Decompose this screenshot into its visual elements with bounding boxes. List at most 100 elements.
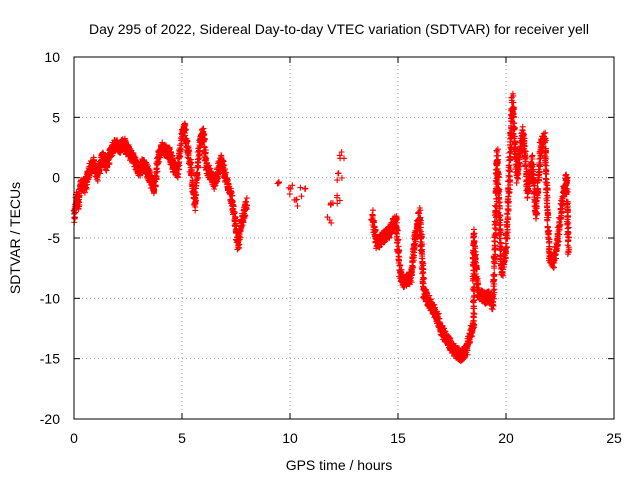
data-point <box>297 184 304 191</box>
data-point <box>408 279 415 286</box>
data-point <box>564 179 570 186</box>
data-point <box>505 206 511 213</box>
data-point <box>191 188 198 195</box>
data-point <box>334 192 341 199</box>
data-point <box>468 332 475 339</box>
x-tick-label: 0 <box>70 430 78 446</box>
chart-title: Day 295 of 2022, Sidereal Day-to-day VTE… <box>89 21 589 37</box>
data-point <box>473 266 480 273</box>
data-point <box>555 238 562 245</box>
data-point <box>508 94 515 101</box>
data-point <box>287 185 294 192</box>
data-point <box>334 177 341 184</box>
data-point <box>510 104 517 111</box>
data-point <box>473 276 480 283</box>
data-point <box>175 166 182 173</box>
y-tick-label: 5 <box>52 109 60 125</box>
data-point <box>471 243 478 250</box>
data-point <box>497 235 504 242</box>
data-point <box>194 170 201 177</box>
data-point <box>411 252 417 259</box>
data-point <box>565 238 572 245</box>
data-point <box>510 114 517 121</box>
data-point <box>490 277 497 283</box>
data-point <box>471 230 477 237</box>
data-point <box>75 198 82 205</box>
data-point <box>230 208 237 215</box>
data-point <box>417 207 424 214</box>
data-point <box>543 168 549 175</box>
data-point <box>230 206 236 212</box>
data-point <box>294 203 301 209</box>
data-point <box>470 298 476 305</box>
data-point <box>534 194 541 201</box>
data-point <box>341 155 347 162</box>
data-point <box>564 206 571 213</box>
data-point <box>175 159 182 166</box>
data-point <box>472 252 478 259</box>
data-point <box>504 211 511 218</box>
data-point <box>338 175 345 181</box>
data-point <box>237 234 244 241</box>
data-point <box>492 238 499 245</box>
data-point <box>503 244 510 251</box>
data-point <box>192 207 199 214</box>
data-point <box>490 293 496 300</box>
data-point <box>178 146 185 153</box>
data-point <box>544 194 551 201</box>
data-point <box>534 210 541 217</box>
data-point <box>394 240 401 246</box>
x-tick-label: 25 <box>606 430 622 446</box>
data-point <box>525 183 532 189</box>
data-point <box>521 140 528 147</box>
data-point <box>276 179 282 186</box>
data-point <box>193 197 199 204</box>
data-point <box>544 185 551 192</box>
data-points <box>71 90 573 365</box>
data-point <box>473 251 479 258</box>
data-point <box>418 228 425 235</box>
data-point <box>195 163 202 170</box>
data-point <box>514 172 521 178</box>
data-point <box>243 195 250 202</box>
data-point <box>292 197 299 203</box>
data-point <box>502 249 509 256</box>
data-point <box>427 296 434 303</box>
data-point <box>533 205 540 212</box>
data-point <box>491 286 498 293</box>
data-point <box>201 131 207 138</box>
data-point <box>542 153 549 160</box>
x-tick-label: 5 <box>178 430 186 446</box>
data-point <box>441 328 448 335</box>
data-point <box>193 191 200 198</box>
data-point <box>557 215 564 222</box>
data-point <box>564 174 571 181</box>
data-point <box>200 128 207 135</box>
data-point <box>75 206 82 213</box>
data-point <box>536 156 543 162</box>
data-point <box>90 157 96 163</box>
data-point <box>469 320 476 327</box>
data-point <box>94 177 101 184</box>
data-point <box>202 150 209 157</box>
axis-ticks: 0 5 10 15 20 25 -20 -15 -10 -5 0 5 10 <box>40 49 622 446</box>
data-point <box>515 153 522 160</box>
data-point <box>550 264 557 271</box>
data-point <box>242 198 249 205</box>
data-point <box>177 142 184 149</box>
data-point <box>494 180 501 187</box>
data-point <box>506 154 513 161</box>
data-point <box>302 185 309 192</box>
data-point <box>334 200 341 207</box>
data-point <box>495 200 502 206</box>
data-point <box>201 135 208 142</box>
data-point <box>510 126 517 133</box>
data-point <box>500 272 507 279</box>
data-point <box>219 157 226 164</box>
data-point <box>201 150 208 157</box>
data-point <box>154 168 161 175</box>
data-point <box>435 310 442 317</box>
data-point <box>531 182 538 189</box>
data-point <box>491 238 498 245</box>
